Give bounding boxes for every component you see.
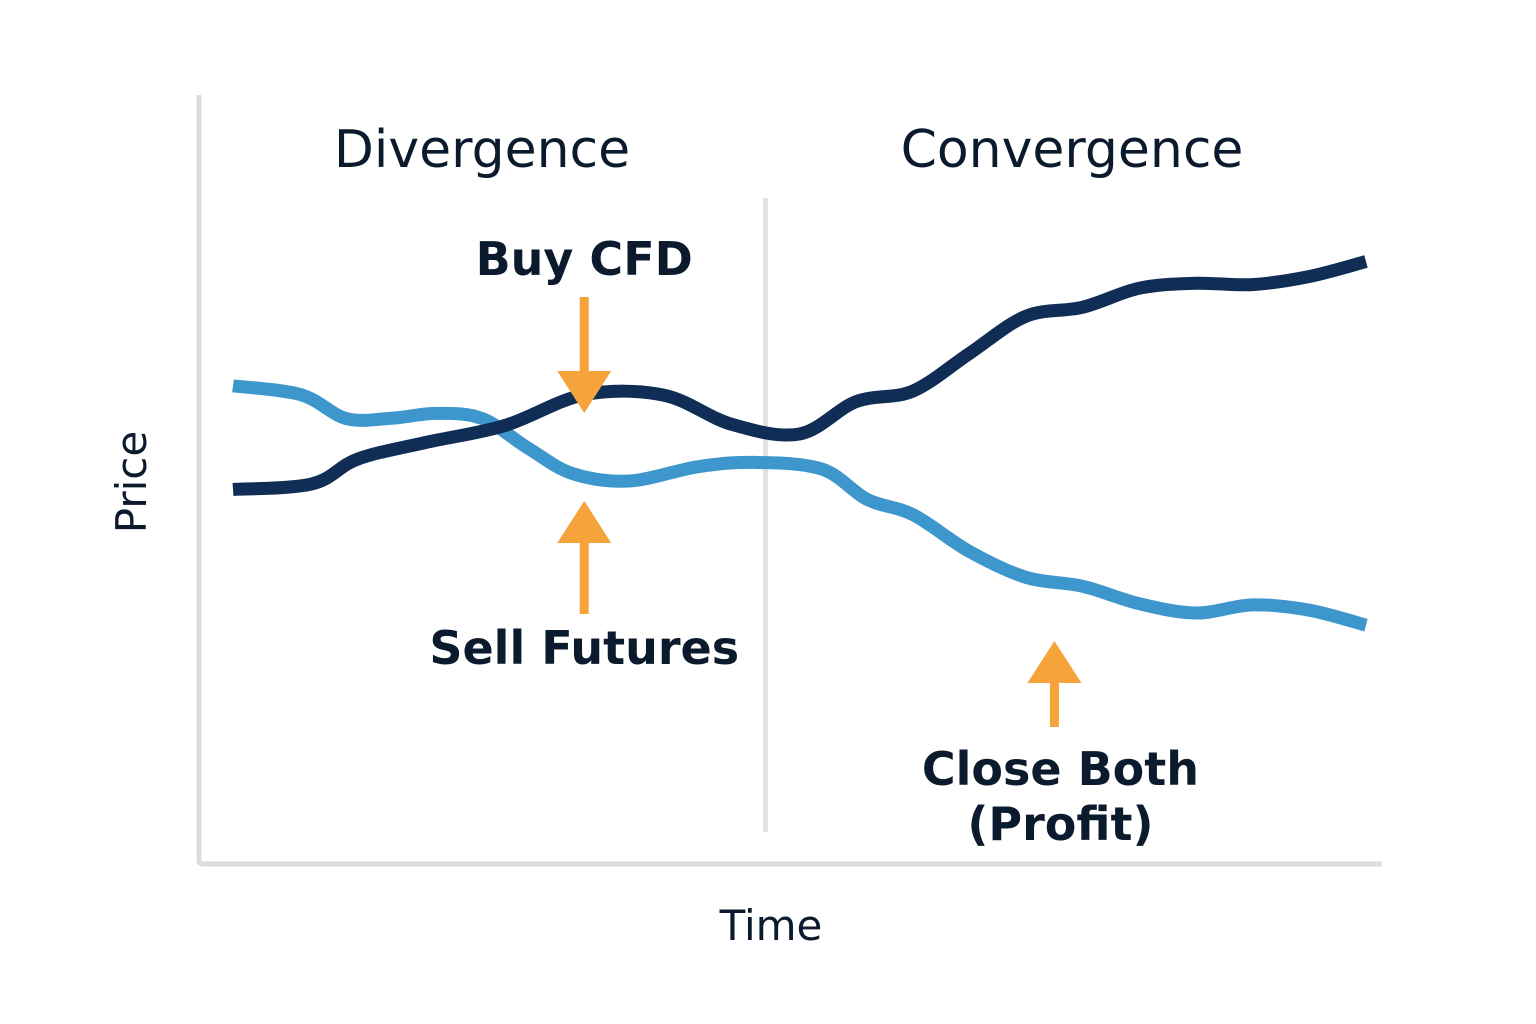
- annotation-label-1: Sell Futures: [429, 621, 739, 675]
- arrow-head: [557, 501, 612, 543]
- axis-lines: [196, 95, 1382, 867]
- y-axis-label: Price: [107, 431, 156, 533]
- text-layer: Divergence Convergence Time Price Buy CF…: [107, 120, 1243, 950]
- annotation-label-2-line-1: (Profit): [967, 797, 1153, 851]
- series-layer: [232, 255, 1368, 632]
- phase-label-divergence: Divergence: [334, 120, 630, 180]
- annotation-arrow-1: [557, 501, 612, 614]
- x-axis-label: Time: [719, 901, 823, 950]
- phase-label-convergence: Convergence: [901, 120, 1244, 180]
- arrow-head: [1027, 641, 1082, 683]
- annotation-arrow-2: [1027, 641, 1082, 727]
- annotation-layer: [557, 297, 1082, 727]
- annotation-label-0: Buy CFD: [476, 232, 693, 286]
- axes: [196, 95, 1382, 867]
- annotation-arrow-0: [557, 297, 612, 413]
- annotation-label-2-line-0: Close Both: [922, 742, 1199, 796]
- series-line-1: [232, 379, 1368, 632]
- series-line-0: [232, 255, 1368, 496]
- arrow-head: [557, 371, 612, 413]
